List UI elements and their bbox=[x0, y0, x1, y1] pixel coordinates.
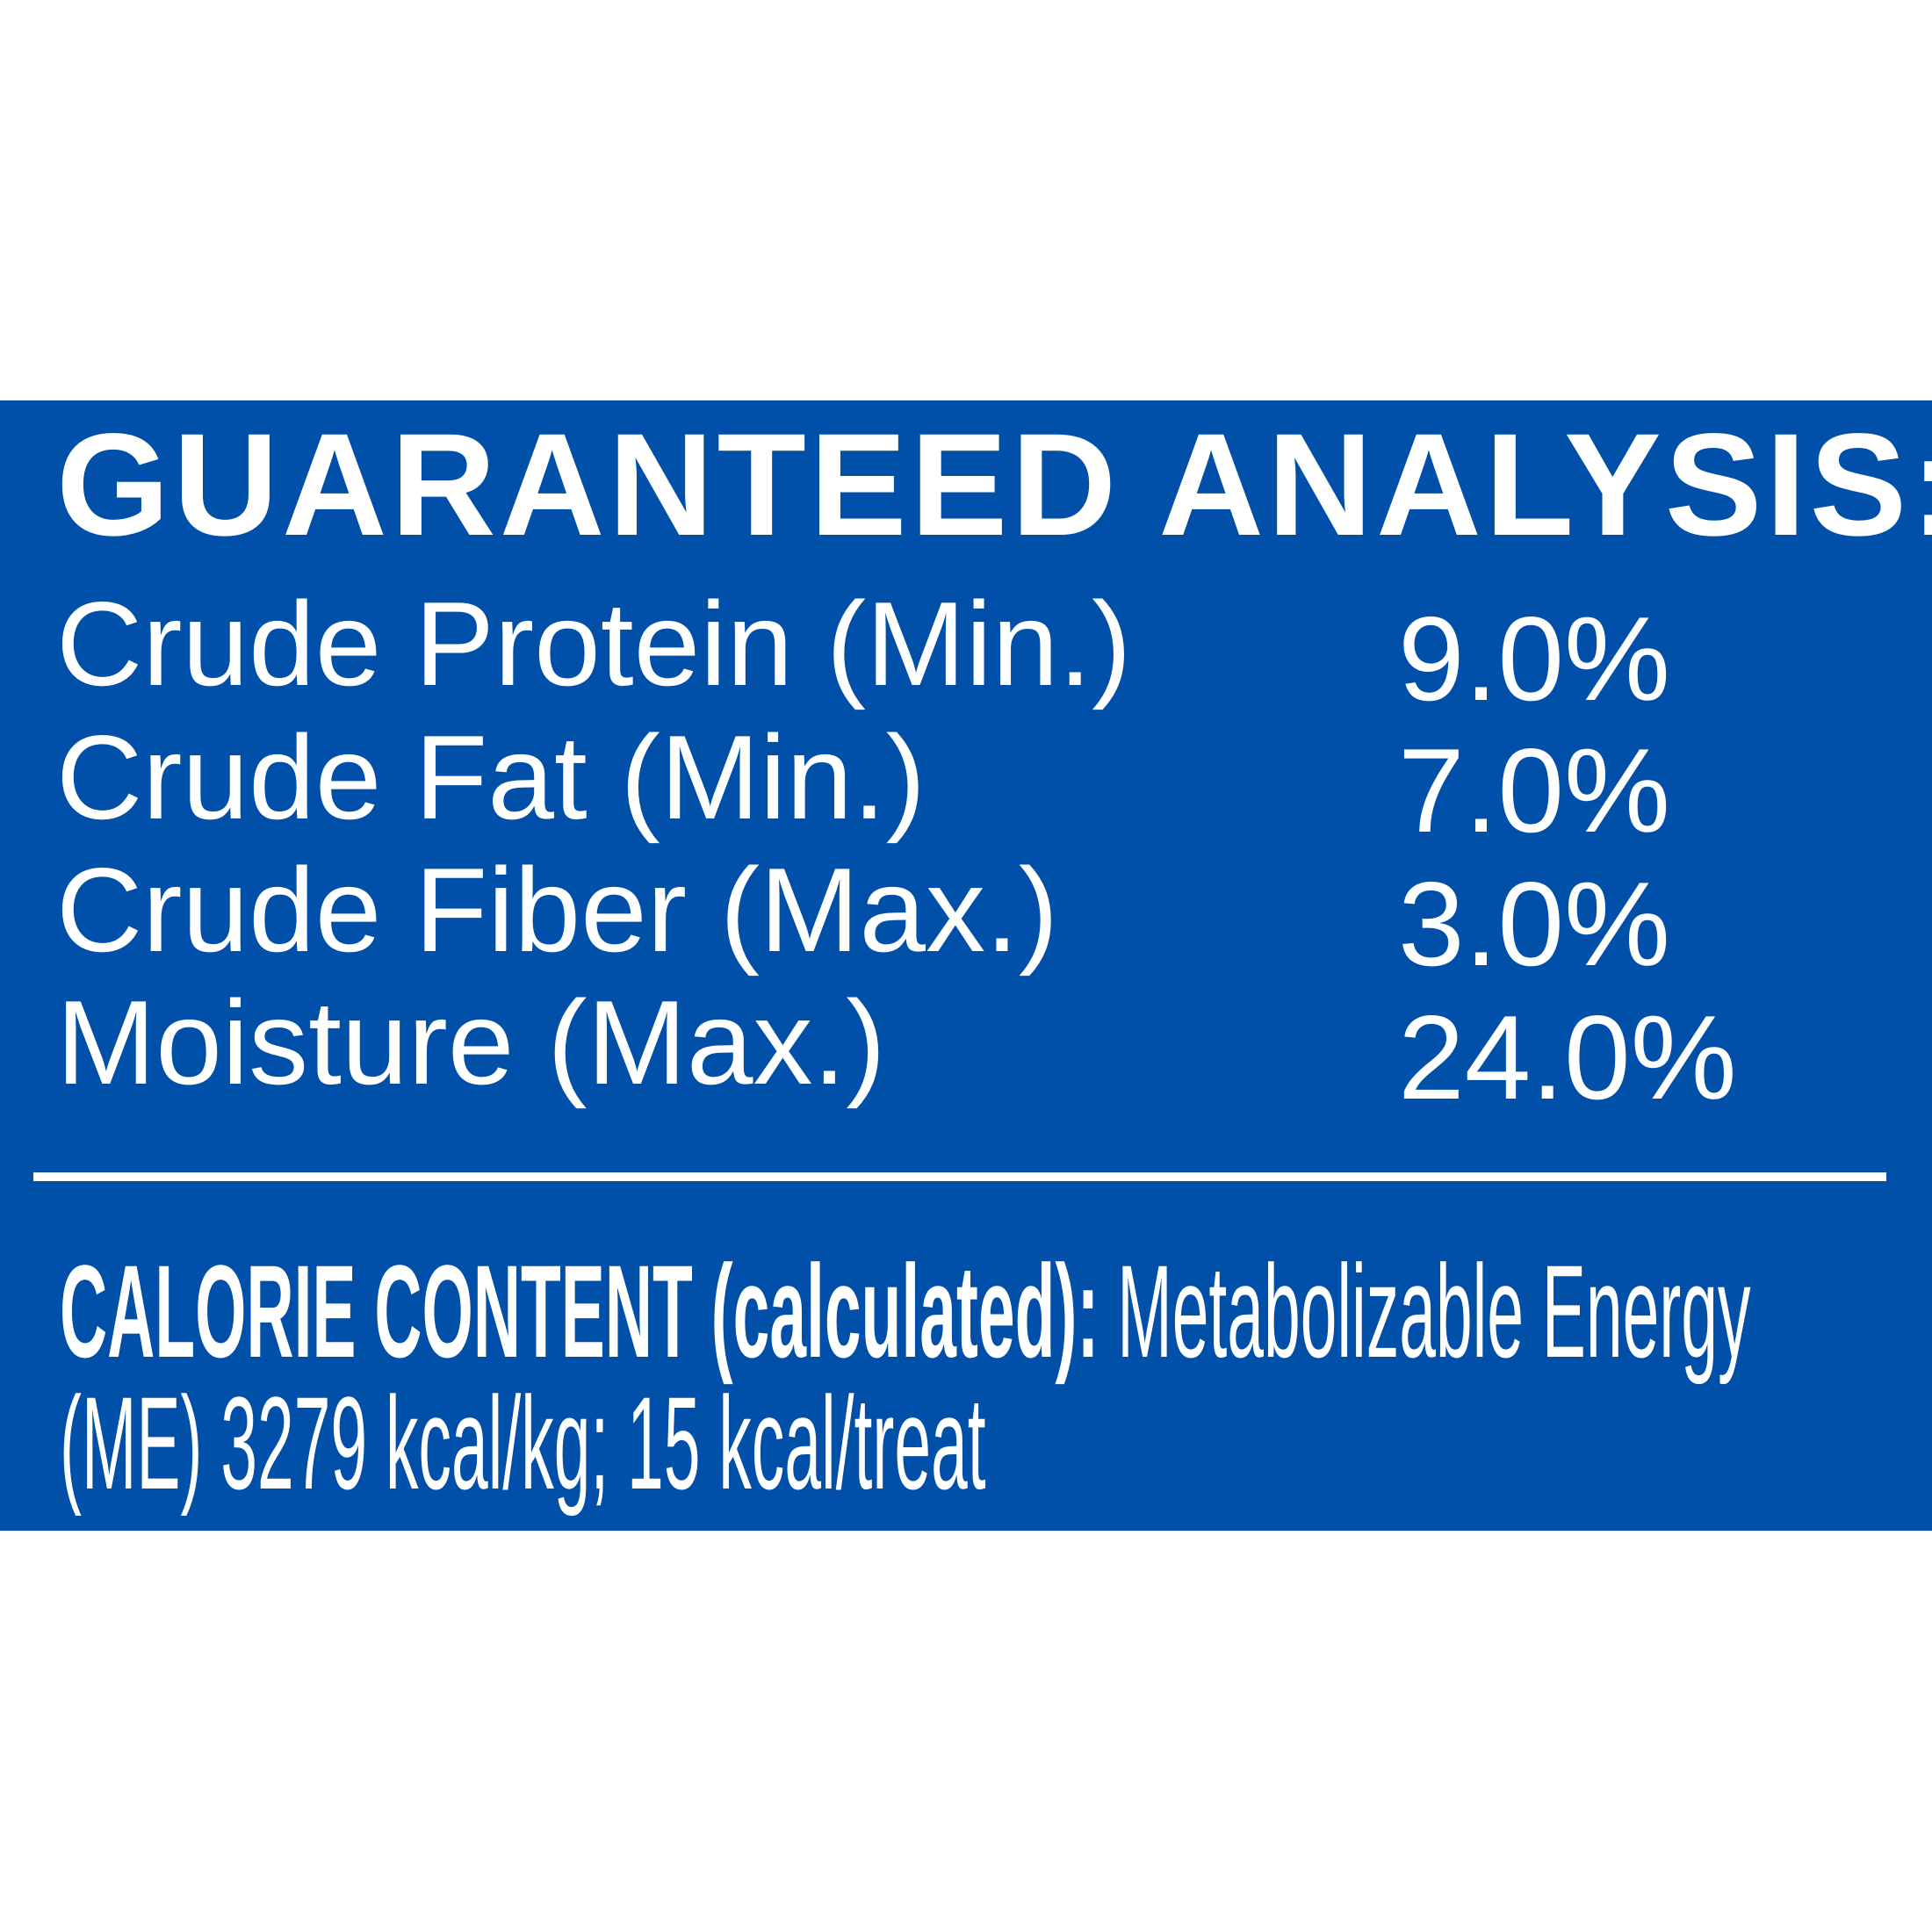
nutrient-value-fiber: 3.0% bbox=[1398, 857, 1670, 991]
nutrient-label-protein: Crude Protein (Min.) bbox=[56, 577, 1132, 710]
nutrient-label-fiber: Crude Fiber (Max.) bbox=[56, 843, 1059, 977]
panel-title: GUARANTEED ANALYSIS: bbox=[56, 404, 1932, 566]
guaranteed-analysis-panel bbox=[0, 400, 1932, 1531]
calorie-heading: CALORIE CONTENT (calculated): bbox=[60, 1237, 1099, 1385]
nutrient-value-moisture: 24.0% bbox=[1398, 991, 1737, 1124]
calorie-text-1: Metabolizable Energy bbox=[1099, 1237, 1751, 1385]
divider bbox=[33, 1172, 1886, 1181]
nutrient-label-moisture: Moisture (Max.) bbox=[56, 976, 886, 1109]
calorie-content-line1: CALORIE CONTENT (calculated): Metaboliza… bbox=[60, 1245, 1751, 1377]
calorie-content-line2: (ME) 3279 kcal/kg; 15 kcal/treat bbox=[60, 1369, 986, 1517]
nutrient-value-protein: 9.0% bbox=[1398, 592, 1670, 725]
nutrient-value-fat: 7.0% bbox=[1398, 724, 1670, 857]
nutrient-label-fat: Crude Fat (Min.) bbox=[56, 710, 926, 844]
